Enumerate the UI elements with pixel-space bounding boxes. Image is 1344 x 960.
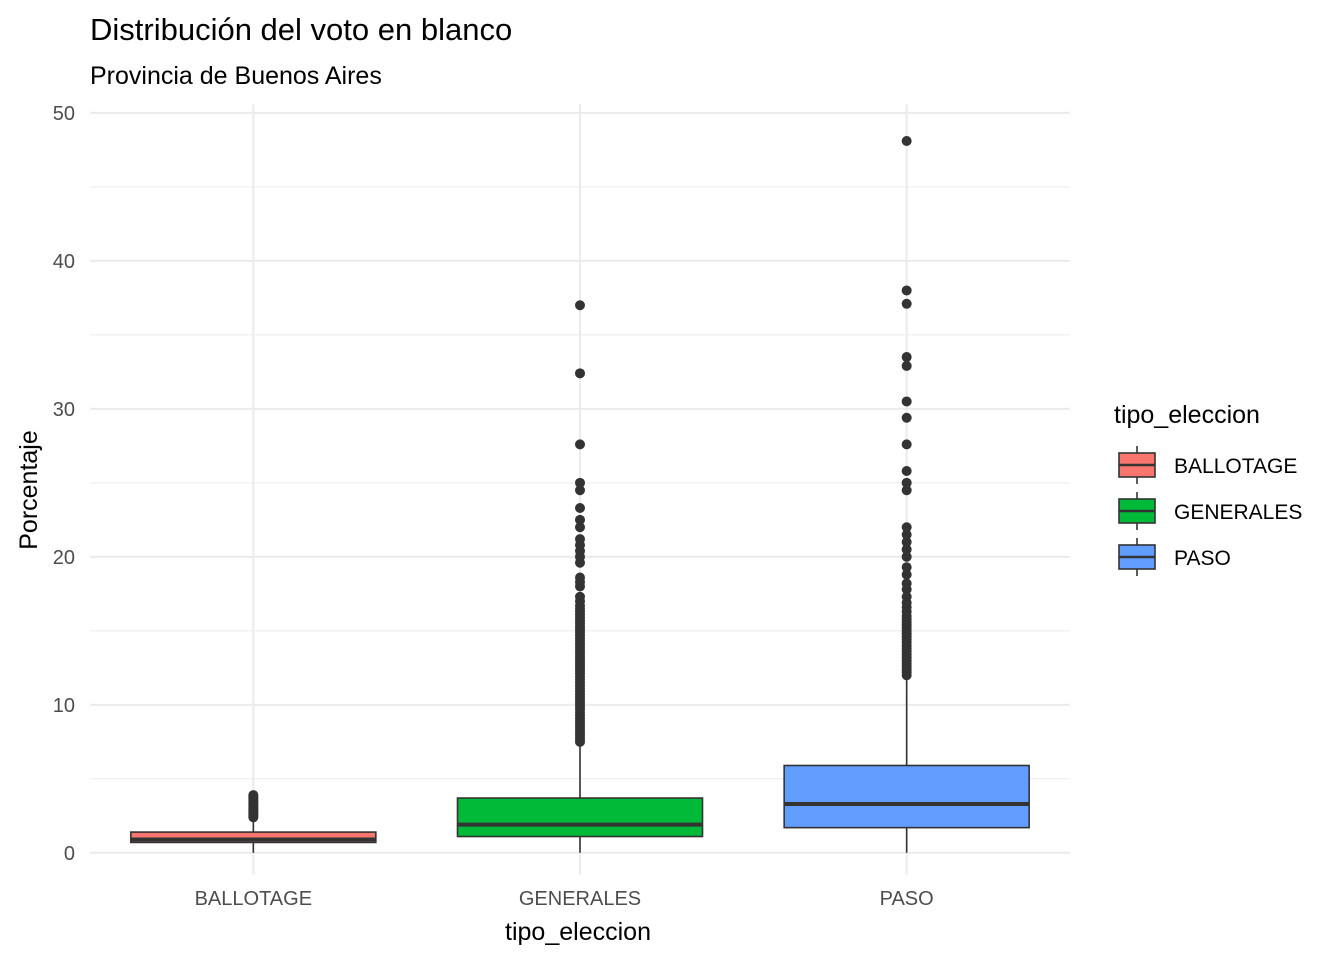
outlier-point [901, 537, 912, 548]
box-ballotage [130, 790, 377, 853]
y-axis-title: Porcentaje [15, 430, 43, 550]
outlier-point [901, 551, 912, 562]
legend: tipo_eleccion BALLOTAGE GENERALES PASO [1114, 401, 1302, 576]
x-tick-label: PASO [880, 888, 934, 910]
outlier-point [901, 285, 912, 296]
outlier-point [575, 522, 585, 533]
outlier-point [901, 569, 912, 580]
outlier-point [901, 485, 912, 496]
y-tick-label: 30 [53, 399, 75, 421]
y-tick-label: 40 [53, 251, 75, 273]
outlier-point [575, 485, 585, 496]
legend-label: PASO [1174, 547, 1231, 570]
outlier-point [901, 396, 912, 407]
y-tick-label: 10 [53, 695, 75, 717]
boxes-layer [130, 135, 1030, 853]
legend-label: GENERALES [1174, 501, 1302, 524]
box-body [456, 797, 704, 838]
outlier-point [901, 477, 912, 488]
chart-title: Distribución del voto en blanco [90, 12, 512, 47]
outlier-point [901, 466, 912, 477]
legend-item-ballotage: BALLOTAGE [1118, 446, 1297, 484]
outlier-point [575, 477, 585, 488]
outlier-point [901, 522, 912, 533]
legend-title: tipo_eleccion [1114, 401, 1260, 429]
box-body [783, 764, 1030, 829]
legend-label: BALLOTAGE [1174, 455, 1297, 478]
outlier-point [575, 572, 585, 583]
outlier-point [575, 502, 585, 513]
outlier-point [575, 368, 585, 379]
outlier-point [901, 578, 912, 589]
y-tick-label: 20 [53, 547, 75, 569]
outlier-point [575, 514, 585, 525]
outlier-point [575, 300, 585, 311]
y-tick-label: 50 [53, 103, 75, 125]
x-axis-ticks: BALLOTAGE GENERALES PASO [195, 888, 934, 910]
outlier-point [901, 529, 912, 540]
outlier-point [248, 790, 259, 801]
x-tick-label: GENERALES [519, 888, 641, 910]
outlier-point [901, 135, 912, 146]
outlier-point [901, 591, 912, 602]
x-tick-label: BALLOTAGE [195, 888, 312, 910]
outlier-point [901, 298, 912, 309]
outlier-point [901, 360, 912, 371]
outlier-point [901, 412, 912, 423]
chart-subtitle: Provincia de Buenos Aires [90, 62, 382, 90]
legend-item-generales: GENERALES [1118, 492, 1302, 530]
y-axis-ticks: 0 10 20 30 40 50 [53, 103, 75, 865]
outlier-point [575, 439, 585, 450]
outlier-point [575, 534, 585, 545]
box-body [130, 831, 377, 844]
outlier-point [901, 439, 912, 450]
box-generales [456, 300, 704, 853]
x-axis-title: tipo_eleccion [505, 918, 651, 946]
outlier-point [901, 352, 912, 363]
legend-item-paso: PASO [1118, 538, 1231, 576]
y-tick-label: 0 [64, 843, 75, 865]
legend-items: BALLOTAGE GENERALES PASO [1118, 446, 1302, 576]
outlier-point [901, 562, 912, 573]
outlier-point [575, 591, 585, 602]
box-paso [783, 135, 1030, 853]
outlier-point [901, 544, 912, 555]
